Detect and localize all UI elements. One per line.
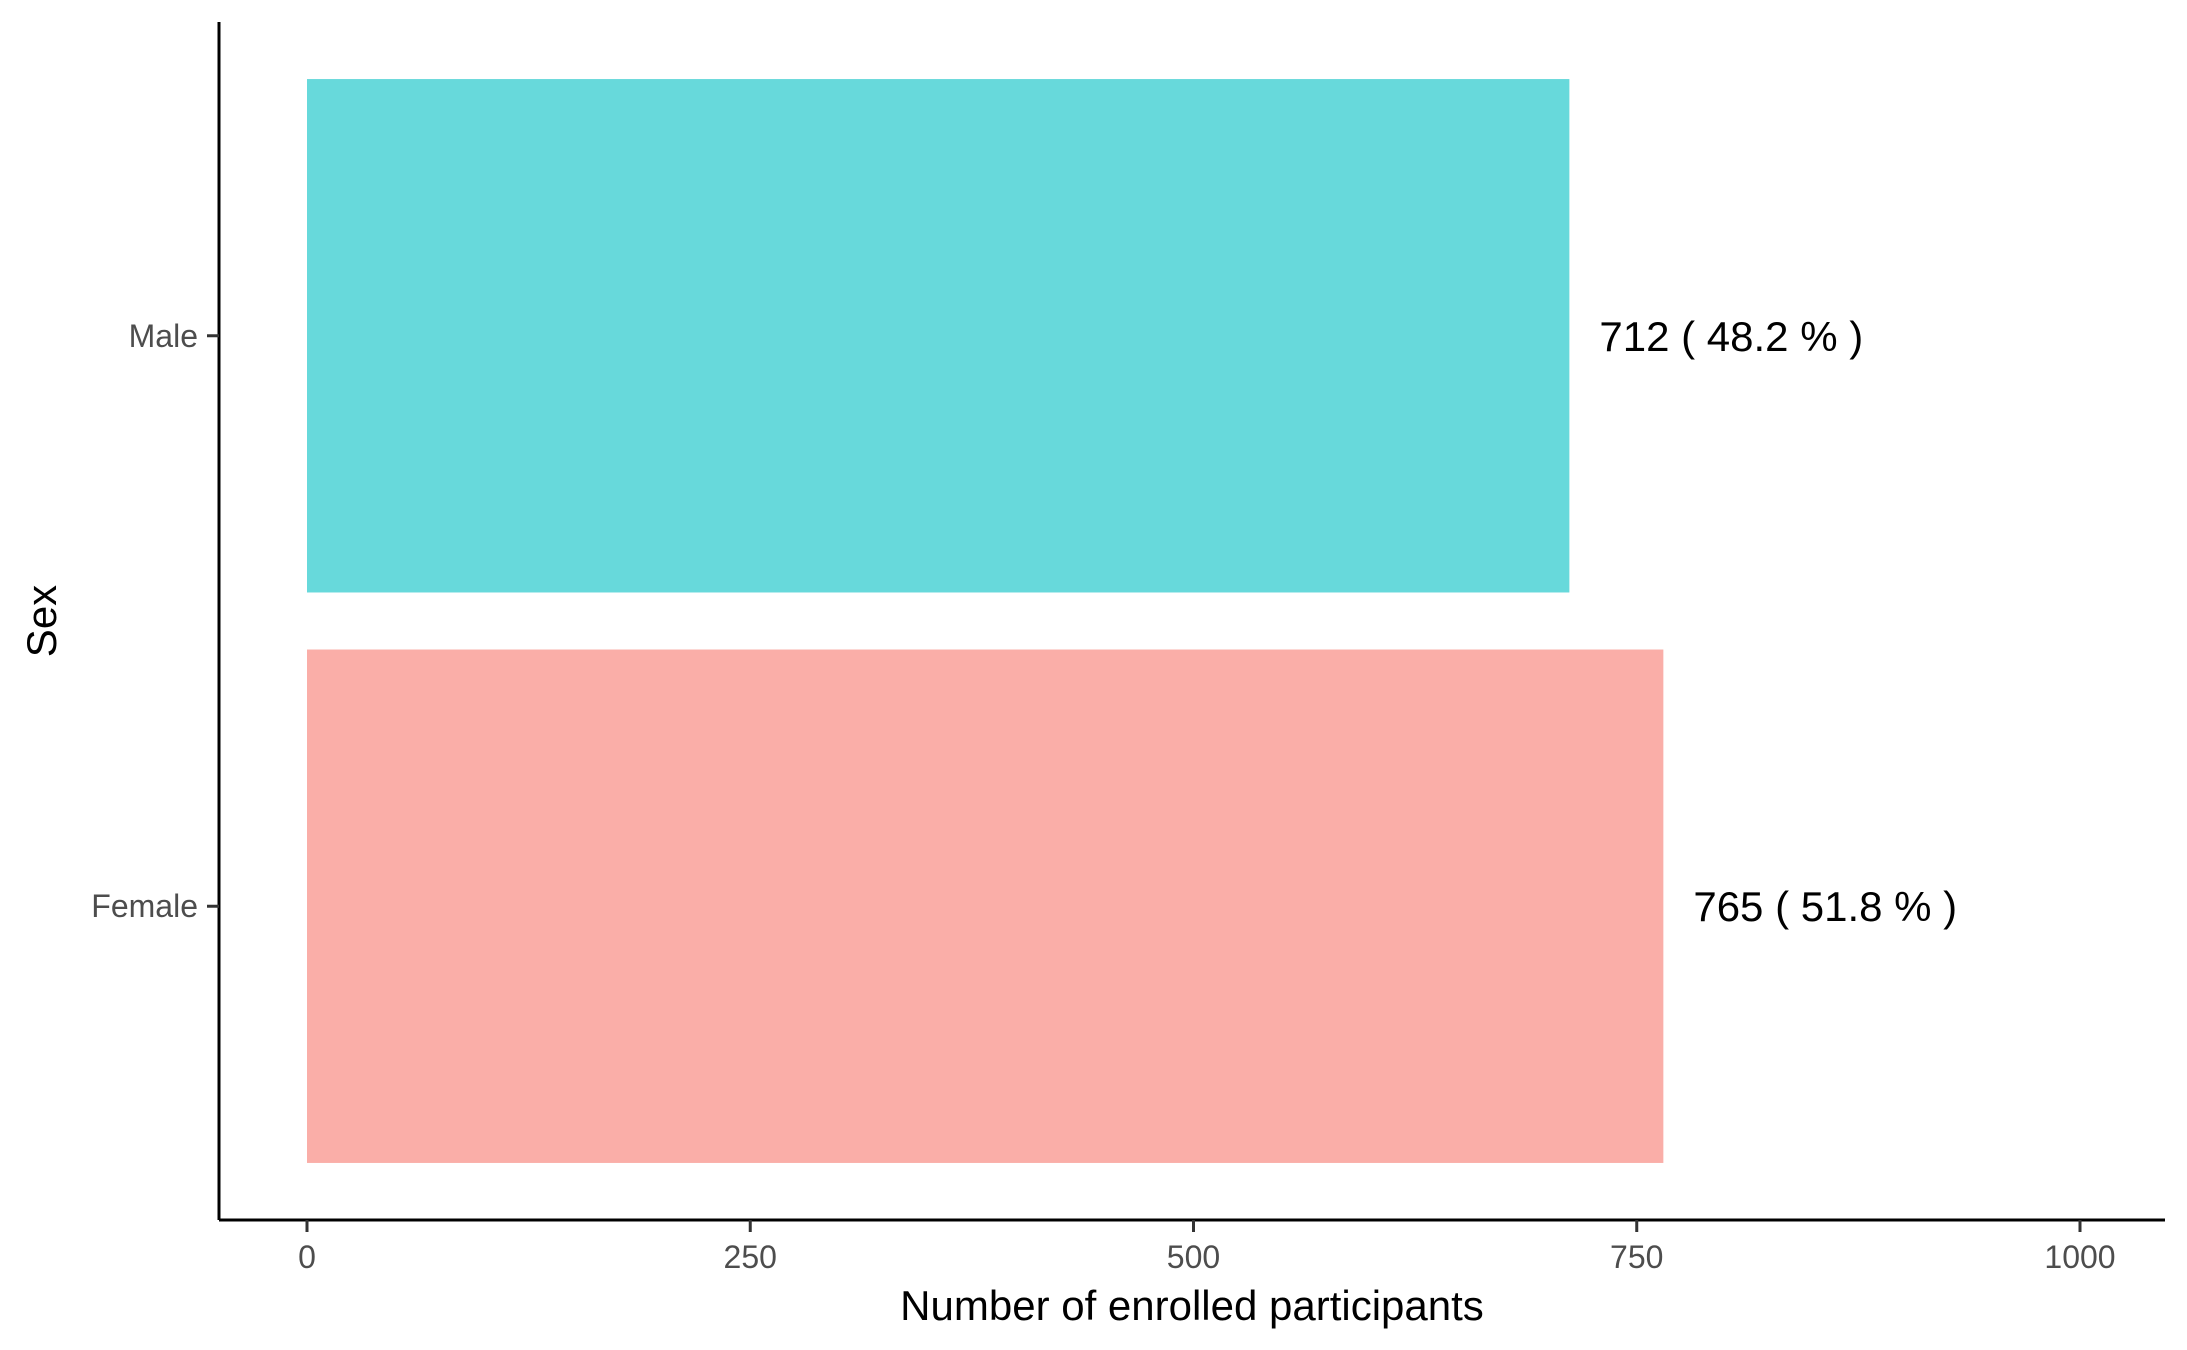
x-axis-ticks: 0 250 500 750 1000 [298,1220,2116,1275]
y-tick-label-female: Female [91,888,198,924]
bar-male [307,79,1570,593]
y-axis-ticks: Male Female [91,318,219,924]
x-tick-label-750: 750 [1610,1239,1663,1275]
bars-group [307,79,1664,1163]
y-tick-label-male: Male [129,318,198,354]
bar-female [307,649,1664,1163]
x-axis-title: Number of enrolled participants [900,1282,1484,1329]
data-label-female: 765 ( 51.8 % ) [1693,883,1957,930]
x-tick-label-250: 250 [724,1239,777,1275]
y-axis-title: Sex [18,585,65,657]
x-tick-label-500: 500 [1167,1239,1220,1275]
data-label-male: 712 ( 48.2 % ) [1599,313,1863,360]
x-tick-label-1000: 1000 [2044,1239,2115,1275]
x-tick-label-0: 0 [298,1239,316,1275]
data-labels-group: 712 ( 48.2 % ) 765 ( 51.8 % ) [1599,313,1957,930]
